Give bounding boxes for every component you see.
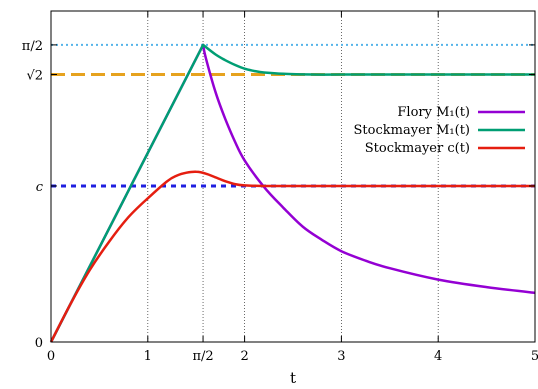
x-tick-label: 1	[144, 349, 152, 364]
x-tick-label: 5	[531, 349, 538, 364]
y-tick-label: c	[36, 180, 44, 195]
series-line	[49, 170, 535, 343]
grid-lines	[147, 11, 439, 342]
x-axis-label: t	[290, 369, 296, 387]
x-tick-label: 2	[240, 349, 248, 364]
plot-frame	[50, 10, 536, 343]
x-tick-label: π/2	[192, 349, 213, 364]
y-tick-label: √2	[26, 69, 43, 84]
x-tick-label: 3	[337, 349, 345, 364]
legend-entry-label: Flory M₁(t)	[397, 105, 470, 120]
axis-ticks: 0 1 π/2 2 3 4 5 0 c √2 π/2	[22, 11, 538, 364]
legend-entry-label: Stockmayer c(t)	[365, 141, 470, 156]
x-tick-label: 4	[434, 349, 442, 364]
legend-entry-label: Stockmayer M₁(t)	[354, 123, 470, 138]
series-line	[49, 43, 536, 343]
series-line	[49, 43, 535, 343]
y-tick-label: 0	[35, 336, 43, 351]
x-tick-label: 0	[47, 349, 55, 364]
y-tick-label: π/2	[22, 39, 43, 54]
series-lines	[49, 43, 536, 343]
legend: Flory M₁(t) Stockmayer M₁(t) Stockmayer c(…	[354, 105, 525, 156]
